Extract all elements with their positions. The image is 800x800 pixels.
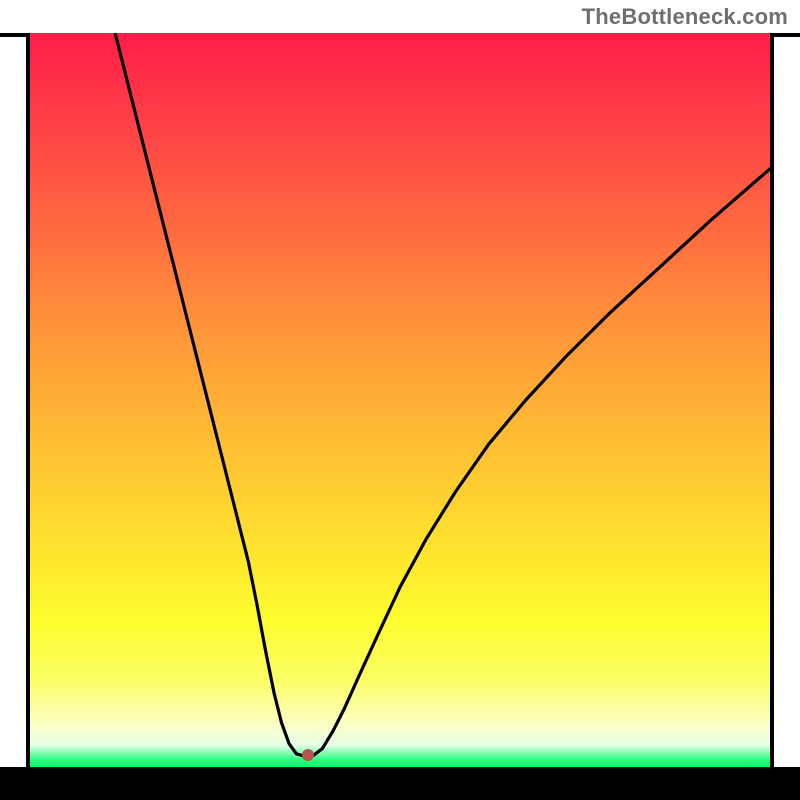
border-right	[770, 33, 774, 800]
trough-marker	[302, 749, 314, 761]
border-bottom	[0, 767, 800, 800]
bottleneck-curve	[30, 33, 770, 767]
watermark-text: TheBottleneck.com	[582, 4, 788, 30]
plot-area	[30, 33, 770, 767]
